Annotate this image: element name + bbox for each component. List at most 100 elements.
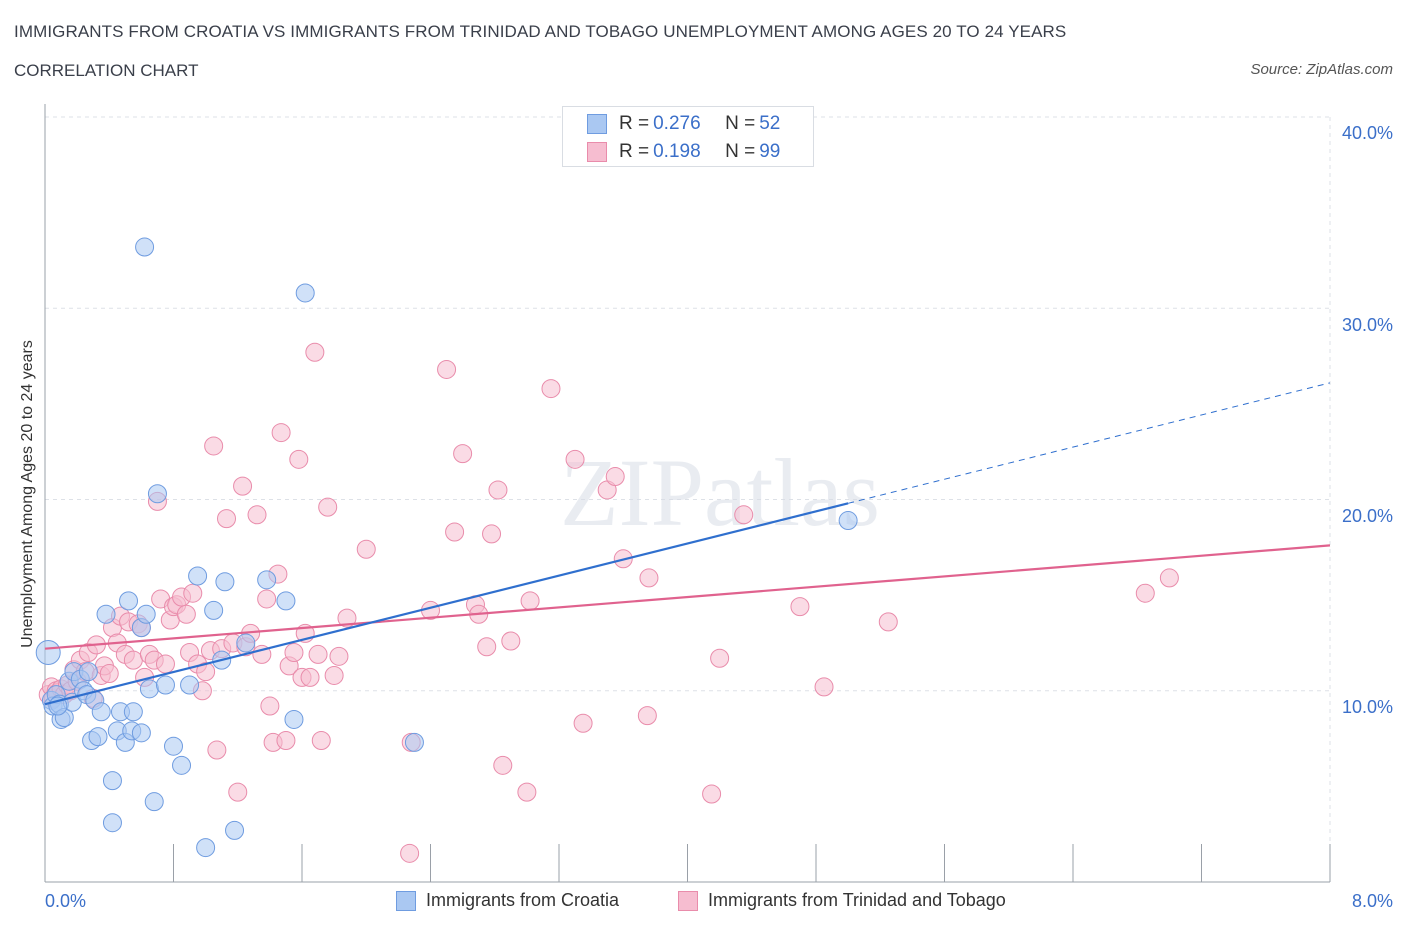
croatia-point xyxy=(276,591,296,611)
legend-row-trinidad: R = 0.198 N = 99 xyxy=(587,141,780,163)
croatia-point xyxy=(88,727,108,747)
trinidad-point xyxy=(308,644,328,664)
croatia-point xyxy=(257,570,277,590)
trinidad-point xyxy=(155,654,175,674)
legend-swatch-pink xyxy=(587,142,607,162)
legend-n-label: N = xyxy=(725,113,756,134)
trinidad-point xyxy=(329,646,349,666)
croatia-trend-extension xyxy=(848,382,1331,504)
trinidad-point xyxy=(123,650,143,670)
y-tick-label: 40.0% xyxy=(1341,123,1393,143)
legend-row-croatia: R = 0.276 N = 52 xyxy=(587,113,780,135)
trinidad-point xyxy=(1159,568,1179,588)
croatia-point xyxy=(838,511,858,531)
y-tick-label: 20.0% xyxy=(1341,506,1393,526)
trinidad-point xyxy=(520,591,540,611)
trinidad-point xyxy=(257,589,277,609)
y-tick-label: 10.0% xyxy=(1341,697,1393,717)
croatia-trend-line xyxy=(44,502,849,706)
croatia-point xyxy=(180,675,200,695)
trinidad-point xyxy=(501,631,521,651)
legend-label: Immigrants from Croatia xyxy=(426,890,620,910)
legend-n-value: 52 xyxy=(759,113,781,134)
trinidad-point xyxy=(734,505,754,525)
trinidad-point xyxy=(639,568,659,588)
legend-r-label: R = xyxy=(619,113,650,134)
croatia-point xyxy=(236,633,256,653)
trinidad-point xyxy=(477,637,497,657)
legend-n-value: 99 xyxy=(759,141,781,162)
trinidad-point xyxy=(637,706,657,726)
legend-r-value: 0.276 xyxy=(653,113,701,134)
legend-item-croatia[interactable]: Immigrants from Croatia xyxy=(396,890,619,911)
source-credit: Source: ZipAtlas.com xyxy=(1250,61,1393,78)
trinidad-point xyxy=(324,665,344,685)
trinidad-point xyxy=(276,730,296,750)
legend-item-trinidad[interactable]: Immigrants from Trinidad and Tobago xyxy=(678,890,1006,911)
trinidad-point xyxy=(482,524,502,544)
trinidad-point xyxy=(260,696,280,716)
croatia-point xyxy=(204,600,224,620)
trend-lines xyxy=(44,382,1331,706)
trinidad-point xyxy=(207,740,227,760)
croatia-point xyxy=(225,820,245,840)
croatia-point xyxy=(119,591,139,611)
croatia-point xyxy=(284,709,304,729)
croatia-point xyxy=(188,566,208,586)
axes xyxy=(44,104,1331,883)
trinidad-point xyxy=(196,662,216,682)
series-croatia-points xyxy=(35,237,858,858)
trinidad-point xyxy=(217,509,237,529)
trinidad-point xyxy=(493,755,513,775)
trinidad-point xyxy=(356,539,376,559)
chart-subtitle: CORRELATION CHART xyxy=(14,61,199,80)
trinidad-point xyxy=(702,784,722,804)
croatia-point xyxy=(123,702,143,722)
trinidad-point xyxy=(99,664,119,684)
trinidad-point xyxy=(565,449,585,469)
croatia-point xyxy=(164,736,183,756)
x-tick-label: 8.0% xyxy=(1351,891,1393,911)
croatia-point xyxy=(295,283,315,303)
trinidad-point xyxy=(517,782,537,802)
y-tick-label: 30.0% xyxy=(1341,315,1393,335)
trinidad-point xyxy=(183,583,203,603)
croatia-point xyxy=(147,484,167,504)
trinidad-point xyxy=(284,643,304,662)
croatia-point xyxy=(35,640,61,665)
croatia-point xyxy=(155,675,175,695)
trinidad-point xyxy=(453,444,473,464)
croatia-point xyxy=(404,732,424,752)
croatia-point xyxy=(139,679,159,699)
trinidad-point xyxy=(311,730,331,750)
correlation-legend: R = 0.276 N = 52 R = 0.198 N = 99 xyxy=(562,106,814,167)
trinidad-point xyxy=(1135,583,1155,603)
trinidad-point xyxy=(790,597,810,617)
croatia-point xyxy=(144,792,164,812)
trinidad-point xyxy=(488,480,508,500)
legend-label: Immigrants from Trinidad and Tobago xyxy=(708,890,1006,910)
trinidad-point xyxy=(814,677,834,697)
trinidad-point xyxy=(878,612,898,632)
trinidad-point xyxy=(437,359,457,379)
croatia-point xyxy=(196,838,216,858)
legend-r-label: R = xyxy=(619,141,650,162)
croatia-point xyxy=(102,813,122,833)
trinidad-point xyxy=(445,522,465,542)
trinidad-point xyxy=(541,379,561,399)
trinidad-point xyxy=(400,843,420,863)
chart-title: IMMIGRANTS FROM CROATIA VS IMMIGRANTS FR… xyxy=(14,22,1067,41)
legend-swatch-blue xyxy=(396,890,416,911)
trinidad-point xyxy=(247,505,267,525)
croatia-point xyxy=(215,572,235,592)
trinidad-point xyxy=(289,449,309,469)
trinidad-trend-line xyxy=(44,544,1331,650)
trinidad-point xyxy=(573,713,593,733)
croatia-point xyxy=(102,771,122,791)
trinidad-point xyxy=(605,467,625,487)
legend-n-label: N = xyxy=(725,141,756,162)
trinidad-point xyxy=(300,667,320,687)
legend-swatch-blue xyxy=(587,114,607,134)
trinidad-point xyxy=(204,436,224,456)
